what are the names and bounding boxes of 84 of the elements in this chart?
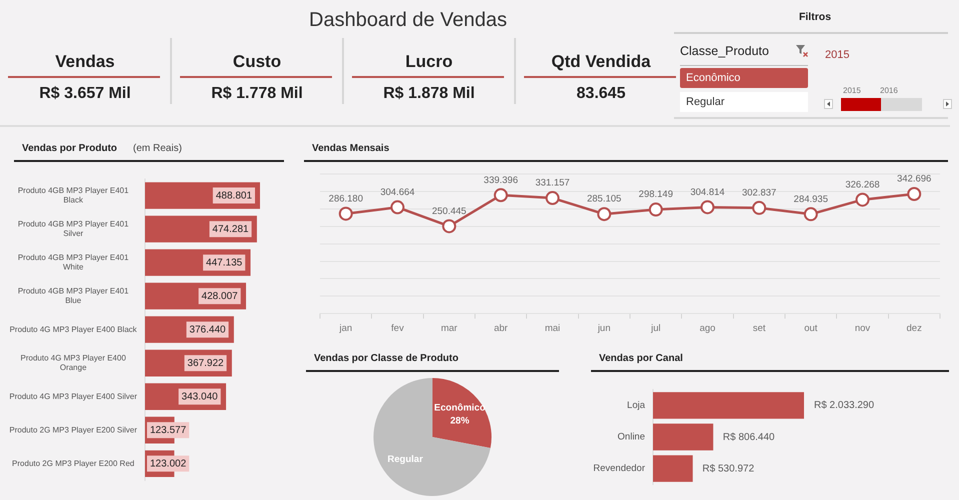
point xyxy=(390,200,404,214)
chart-title: Vendas por Canal xyxy=(599,352,683,365)
data-label: 304.814 xyxy=(690,186,725,198)
option-box: Econômico xyxy=(680,68,808,88)
data-label: R$ 2.033.290 xyxy=(814,400,874,412)
data-label: 376.440 xyxy=(189,324,226,336)
y-tick-label: Loja xyxy=(627,400,646,412)
point xyxy=(546,191,560,206)
chart-title: Vendas por Classe de Produto xyxy=(314,352,458,365)
data-label: 302.837 xyxy=(742,188,776,199)
slice-label: Regular xyxy=(388,454,424,466)
data-label: R$ 530.972 xyxy=(702,463,755,474)
point xyxy=(338,206,353,221)
chart-title: Vendas Mensais xyxy=(312,142,390,155)
point xyxy=(648,202,663,217)
x-tick-label: jul xyxy=(650,322,661,334)
y-tick-label: Produto 4GB MP3 Player E401 Silver xyxy=(18,219,130,238)
x-tick-label: mar xyxy=(440,322,458,334)
chart-subtitle: (em Reais) xyxy=(133,142,182,155)
option-box: Regular xyxy=(680,92,808,112)
point xyxy=(804,207,818,222)
data-label: 331.157 xyxy=(535,178,570,189)
x-tick-label: jun xyxy=(596,322,611,334)
y-tick-label: Produto 4G MP3 Player E400 Black xyxy=(10,324,138,334)
text: Dashboard de Vendas xyxy=(309,8,507,32)
point xyxy=(494,188,508,202)
chart-title: Vendas por Produto xyxy=(22,142,118,155)
data-label: 123.577 xyxy=(150,424,187,436)
text: Filtros xyxy=(798,11,832,24)
data-label: 488.801 xyxy=(216,190,252,202)
x-tick-label: dez xyxy=(906,322,922,334)
data-label: R$ 806.440 xyxy=(722,432,776,443)
slice-label: Econômico xyxy=(434,402,486,414)
data-label: 339.396 xyxy=(484,174,518,186)
y-tick-label: Produto 2G MP3 Player E200 Red xyxy=(12,458,134,468)
y-tick-label: Produto 4G MP3 Player E400 Orange xyxy=(20,354,126,372)
y-tick-label: Produto 4GB MP3 Player E401 White xyxy=(18,252,130,272)
data-label: 28% xyxy=(450,416,470,427)
data-label: 342.696 xyxy=(896,174,932,185)
point xyxy=(442,219,456,234)
data-label: 298.149 xyxy=(638,189,674,200)
text: R$ 1.878 Mil xyxy=(383,84,475,104)
x-tick-label: set xyxy=(752,322,766,334)
data-label: 326.268 xyxy=(845,179,880,190)
text: Custo xyxy=(232,52,282,72)
data-label: 250.445 xyxy=(432,206,466,217)
y-tick-label: Produto 4G MP3 Player E400 Silver xyxy=(9,392,138,401)
point xyxy=(597,207,612,222)
data-label: 447.135 xyxy=(206,257,243,268)
text: 2015 xyxy=(825,48,850,62)
y-tick-label: Produto 4GB MP3 Player E401 Blue xyxy=(18,286,130,306)
data-label: 284.935 xyxy=(794,194,828,205)
x-tick-label: abr xyxy=(494,322,508,334)
text: Vendas xyxy=(55,52,115,72)
y-tick-label: Produto 4GB MP3 Player E401 Black xyxy=(18,186,130,205)
data-label: 286.180 xyxy=(328,193,364,204)
point xyxy=(856,192,870,207)
y-tick-label: Online xyxy=(618,432,645,443)
y-tick-label: Produto 2G MP3 Player E200 Silver xyxy=(9,425,138,434)
text: Classe_Produto xyxy=(680,44,769,59)
text: 83.645 xyxy=(576,84,626,104)
x-tick-label: ago xyxy=(700,322,716,334)
text: 2015 xyxy=(843,86,861,96)
x-tick-label: nov xyxy=(854,322,870,334)
data-label: 428.007 xyxy=(202,290,238,302)
data-label: 304.664 xyxy=(380,186,415,198)
text: 2016 xyxy=(880,86,898,96)
text: R$ 1.778 Mil xyxy=(211,84,303,104)
data-label: 123.002 xyxy=(150,458,187,470)
data-label: 474.281 xyxy=(212,224,250,235)
data-label: 367.922 xyxy=(187,358,224,369)
x-tick-label: out xyxy=(804,322,818,334)
text: R$ 3.657 Mil xyxy=(39,84,131,104)
point xyxy=(700,200,714,214)
data-label: 343.040 xyxy=(182,391,218,402)
text: Lucro xyxy=(405,52,453,72)
text: Qtd Vendida xyxy=(551,52,651,72)
x-tick-label: jan xyxy=(338,322,352,334)
point xyxy=(752,200,766,215)
data-label: 285.105 xyxy=(586,194,622,205)
x-tick-label: mai xyxy=(544,322,560,334)
x-tick-label: fev xyxy=(391,322,404,334)
y-tick-label: Revendedor xyxy=(593,463,645,474)
point xyxy=(907,187,922,201)
